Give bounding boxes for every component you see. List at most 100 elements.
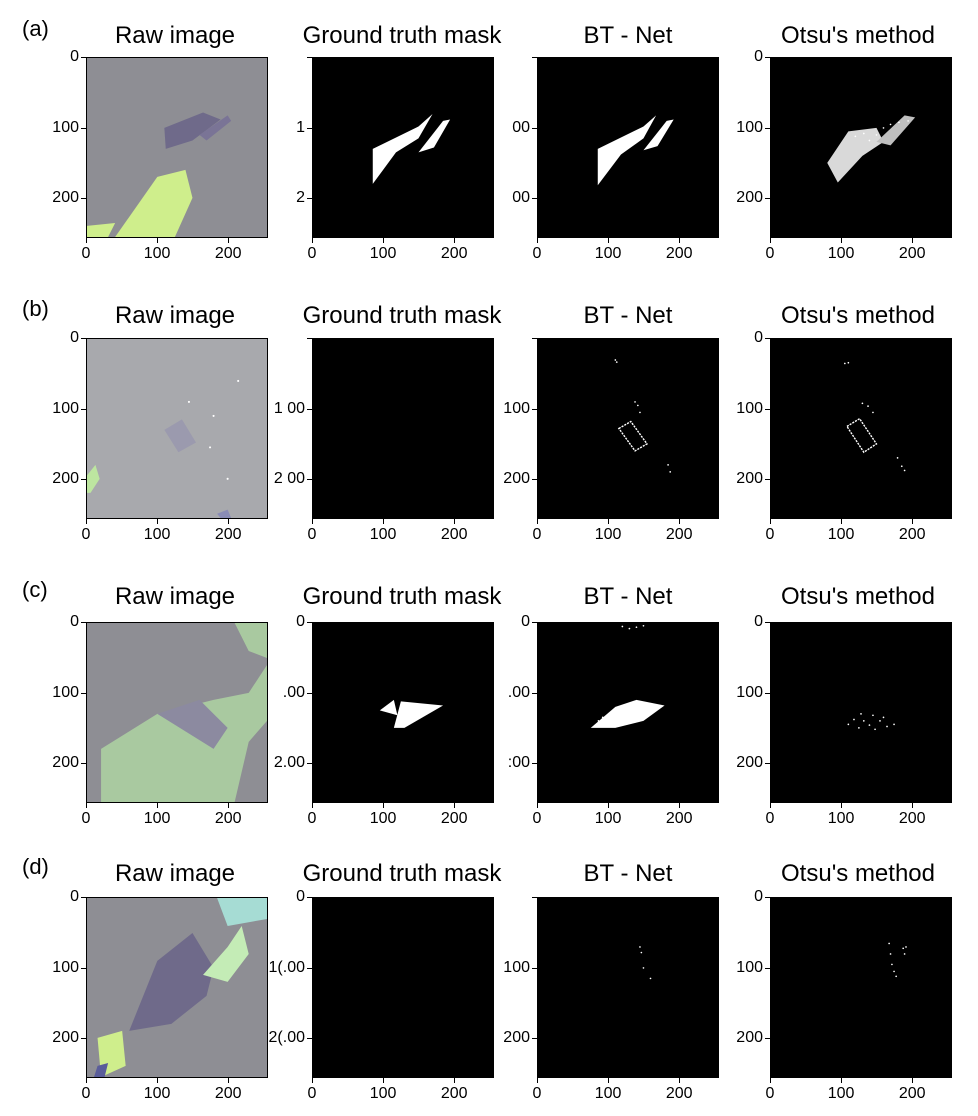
y-tick-label: 1 00 <box>273 399 305 417</box>
x-tick-label: 100 <box>143 245 171 262</box>
y-tick-mark <box>307 763 312 765</box>
mask-speckle <box>601 716 604 719</box>
flake-region <box>164 112 221 149</box>
flake-region <box>217 509 232 518</box>
flake-region <box>87 464 100 493</box>
y-tick-mark <box>765 57 770 58</box>
x-tick-label: 200 <box>665 810 693 827</box>
panel-title: Raw image <box>114 583 236 610</box>
x-tick-label: 0 <box>532 526 542 543</box>
y-tick-label: 0 <box>754 48 763 65</box>
flake-region <box>87 623 267 658</box>
mask-speckle <box>888 942 890 945</box>
x-tick-mark <box>912 238 914 243</box>
x-tick-label: 200 <box>440 245 468 262</box>
x-tick-mark <box>770 519 771 524</box>
panel-title: Raw image <box>114 22 236 49</box>
y-tick-mark <box>532 408 537 410</box>
x-tick-mark <box>912 519 914 524</box>
mask-speckle <box>635 626 638 629</box>
mask-region <box>597 115 657 186</box>
y-tick-label: 0 <box>754 888 763 905</box>
y-tick-mark <box>307 479 312 481</box>
x-tick-label: 0 <box>307 526 317 543</box>
mask-speckle <box>893 970 895 973</box>
y-tick-label: 200 <box>52 1029 79 1047</box>
mask-speckle <box>895 975 897 978</box>
x-tick-label: 200 <box>214 245 242 262</box>
y-tick-mark <box>81 408 86 410</box>
y-tick-label: 100 <box>736 958 763 976</box>
y-tick-mark <box>532 897 537 898</box>
image-content <box>87 898 267 1077</box>
y-tick-mark <box>765 338 770 339</box>
mask-speckle <box>886 725 888 728</box>
flake-speck <box>187 400 191 403</box>
mask-region <box>379 699 398 716</box>
x-tick-label: 0 <box>765 810 775 827</box>
image-content <box>639 946 652 980</box>
y-tick-mark <box>81 897 86 898</box>
y-tick-label: 100 <box>736 118 763 136</box>
mask-speckle <box>843 362 846 365</box>
image-content <box>87 58 267 237</box>
x-tick-mark <box>228 1078 230 1083</box>
mask-speckle <box>847 723 850 726</box>
y-tick-label: 0 <box>70 48 79 65</box>
panel-title: Ground truth mask <box>302 860 502 887</box>
mask-region <box>876 115 916 146</box>
y-tick-mark <box>765 1038 770 1040</box>
x-tick-mark <box>912 803 914 808</box>
x-tick-label: 0 <box>307 810 317 827</box>
x-tick-mark <box>841 1078 843 1083</box>
row-label: (a) <box>22 16 49 41</box>
y-tick-mark <box>765 127 770 129</box>
y-tick-label: 0 <box>296 888 305 905</box>
y-tick-mark <box>307 622 312 623</box>
x-tick-mark <box>228 519 230 524</box>
image-content <box>888 942 907 978</box>
mask-outline <box>617 420 649 452</box>
y-tick-mark <box>307 198 312 200</box>
x-tick-mark <box>770 803 771 808</box>
x-tick-label: 100 <box>369 245 397 262</box>
y-tick-mark <box>765 622 770 623</box>
y-tick-label: .00 <box>282 683 305 701</box>
mask-region <box>827 127 884 183</box>
image-content <box>313 898 493 1077</box>
x-tick-mark <box>679 1078 681 1083</box>
mask-panel <box>312 57 494 238</box>
panel-title: Ground truth mask <box>302 22 502 49</box>
mask-speckle <box>639 946 641 948</box>
mask-speckle <box>872 714 874 717</box>
y-tick-mark <box>765 479 770 481</box>
mask-speckle <box>614 359 617 361</box>
image-content <box>372 113 451 184</box>
mask-speckle <box>868 139 871 142</box>
y-tick-label: 100 <box>52 118 79 136</box>
x-tick-label: 0 <box>81 245 91 262</box>
raw-image-panel <box>86 897 268 1078</box>
image-content <box>597 115 674 186</box>
x-tick-label: 200 <box>440 1085 468 1102</box>
y-tick-mark <box>81 622 86 623</box>
image-content <box>614 359 672 473</box>
x-tick-label: 0 <box>307 1085 317 1102</box>
mask-speckle <box>879 720 881 722</box>
x-tick-label: 0 <box>765 1085 775 1102</box>
x-tick-mark <box>679 238 681 243</box>
x-tick-mark <box>383 803 385 808</box>
x-tick-mark <box>770 1078 771 1083</box>
y-tick-mark <box>81 338 86 339</box>
mask-panel <box>770 622 952 803</box>
mask-outline <box>845 417 878 454</box>
mask-speckle <box>637 404 639 407</box>
mask-speckle <box>642 624 645 627</box>
x-tick-label: 200 <box>665 526 693 543</box>
image-content <box>843 361 906 472</box>
y-tick-mark <box>765 408 770 410</box>
mask-speckle <box>905 946 907 948</box>
panel-title: BT - Net <box>583 860 673 887</box>
y-tick-mark <box>81 1038 86 1040</box>
mask-panel <box>537 338 719 519</box>
